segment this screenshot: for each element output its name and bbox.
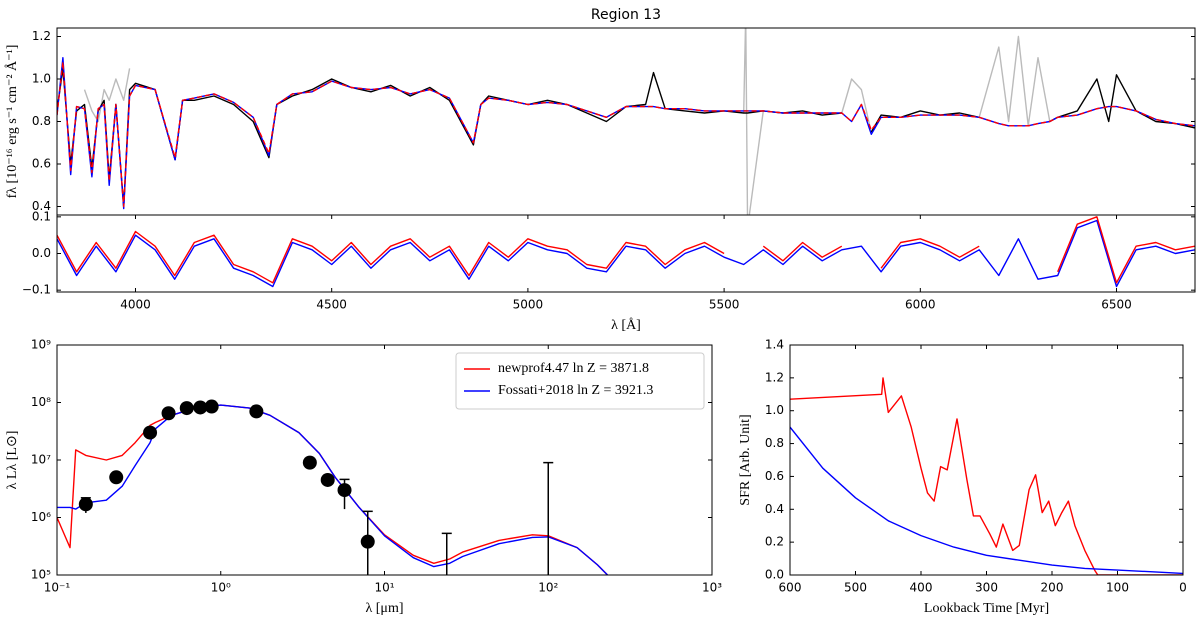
x-tick-label: 5500 [709, 298, 740, 312]
x-tick-label: 5000 [513, 298, 544, 312]
data-point [360, 534, 375, 549]
data-point [179, 401, 194, 416]
data-point [78, 497, 93, 512]
y-tick-label: 0.2 [765, 535, 784, 549]
x-tick-label: 10² [538, 581, 558, 595]
y-tick-label: 1.0 [32, 72, 51, 86]
data-point [109, 470, 124, 485]
legend-box [455, 352, 705, 410]
series-line [790, 377, 1183, 575]
y-tick-label: 1.2 [765, 370, 784, 384]
y-axis-label: SFR [Arb. Unit] [738, 414, 753, 505]
series-line [790, 426, 1183, 575]
x-tick-label: 600 [779, 581, 802, 595]
plot-area [57, 28, 1195, 215]
x-tick-label: 500 [844, 581, 867, 595]
y-tick-label: 10⁶ [31, 510, 51, 524]
axes-frame [789, 344, 1184, 576]
series-line [57, 216, 1195, 284]
y-tick-label: 1.0 [765, 403, 784, 417]
y-tick-label: 10⁸ [31, 395, 51, 409]
series-line [57, 61, 1195, 208]
y-tick-label: 10⁵ [31, 568, 51, 582]
y-tick-label: 10⁷ [31, 453, 51, 467]
x-tick-label: 10¹ [374, 581, 394, 595]
legend-label: Fossati+2018 ln Z = 3921.3 [498, 383, 653, 398]
x-tick-label: 10³ [702, 581, 722, 595]
x-tick-label: 300 [975, 581, 998, 595]
data-point [193, 400, 208, 415]
y-axis-label: λ Lλ [L⊙] [5, 431, 20, 490]
series-line [57, 404, 608, 575]
x-tick-label: 6000 [905, 298, 936, 312]
y-tick-label: 0.4 [32, 199, 51, 213]
x-tick-label: 10⁰ [211, 581, 231, 595]
y-tick-label: 0.0 [32, 246, 51, 260]
series-line [57, 219, 1195, 288]
x-tick-label: 6500 [1101, 298, 1132, 312]
x-tick-label: 400 [910, 581, 933, 595]
data-point [337, 483, 352, 498]
axes-frame [56, 344, 713, 576]
y-tick-label: 0.8 [765, 436, 784, 450]
x-tick-label: 200 [1041, 581, 1064, 595]
chart-title: Region 13 [591, 7, 661, 23]
x-tick-label: 4500 [316, 298, 347, 312]
y-tick-label: 1.4 [765, 338, 784, 352]
y-axis-label: fλ [10⁻¹⁶ erg s⁻¹ cm⁻² Å⁻¹] [4, 45, 20, 199]
plot-area [790, 377, 1183, 575]
plot-area [57, 399, 608, 575]
x-tick-label: 0 [1179, 581, 1187, 595]
x-tick-label: 100 [1106, 581, 1129, 595]
legend-label: newprof4.47 ln Z = 3871.8 [498, 361, 649, 376]
y-tick-label: 1.2 [32, 29, 51, 43]
x-axis-label: λ [μm] [365, 601, 403, 616]
y-tick-label: 10⁹ [31, 338, 51, 352]
y-tick-label: 0.8 [32, 114, 51, 128]
x-tick-label: 4000 [120, 298, 151, 312]
series-line [57, 57, 1195, 210]
series-line [83, 28, 1051, 215]
y-tick-label: 0.4 [765, 502, 784, 516]
y-tick-label: 0.6 [32, 157, 51, 171]
x-tick-label: 10⁻¹ [44, 581, 71, 595]
data-point [161, 406, 176, 421]
data-point [204, 399, 219, 414]
y-tick-label: 0.0 [765, 568, 784, 582]
axes-frame [56, 27, 1196, 216]
axes-frame [56, 214, 1196, 293]
data-point [320, 472, 335, 487]
x-axis-label: Lookback Time [Myr] [924, 601, 1049, 616]
plot-area [57, 216, 1195, 288]
y-tick-label: 0.6 [765, 469, 784, 483]
series-line [57, 404, 608, 575]
data-point [302, 455, 317, 470]
data-point [143, 425, 158, 440]
x-axis-label: λ [Å] [611, 317, 641, 333]
data-point [249, 404, 264, 419]
y-tick-label: −0.1 [22, 283, 51, 297]
y-tick-label: 0.1 [32, 209, 51, 223]
